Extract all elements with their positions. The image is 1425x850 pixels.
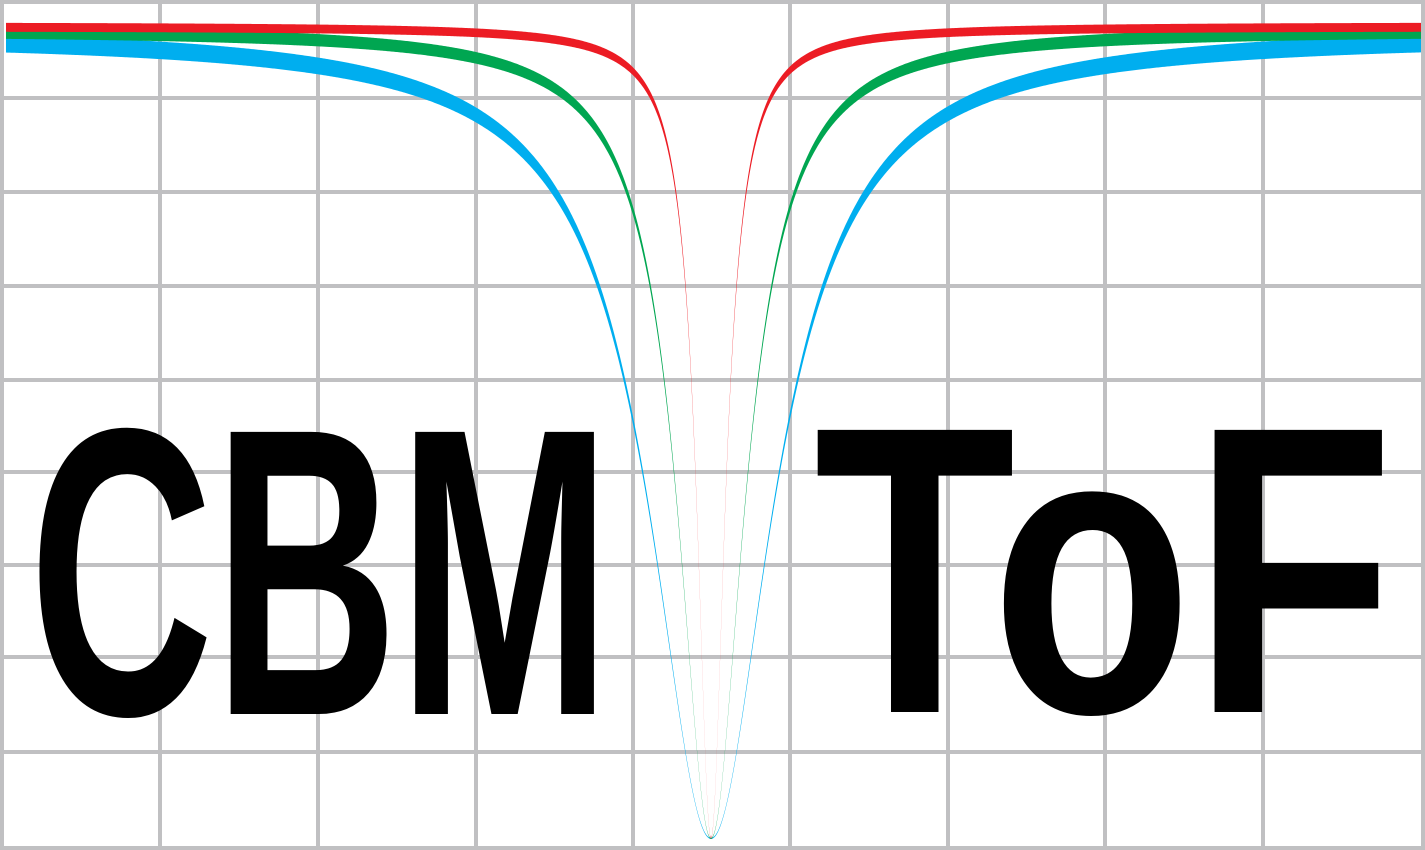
logo-word-cbm: CBM — [29, 343, 611, 801]
logo-word-tof: ToF — [814, 341, 1394, 799]
